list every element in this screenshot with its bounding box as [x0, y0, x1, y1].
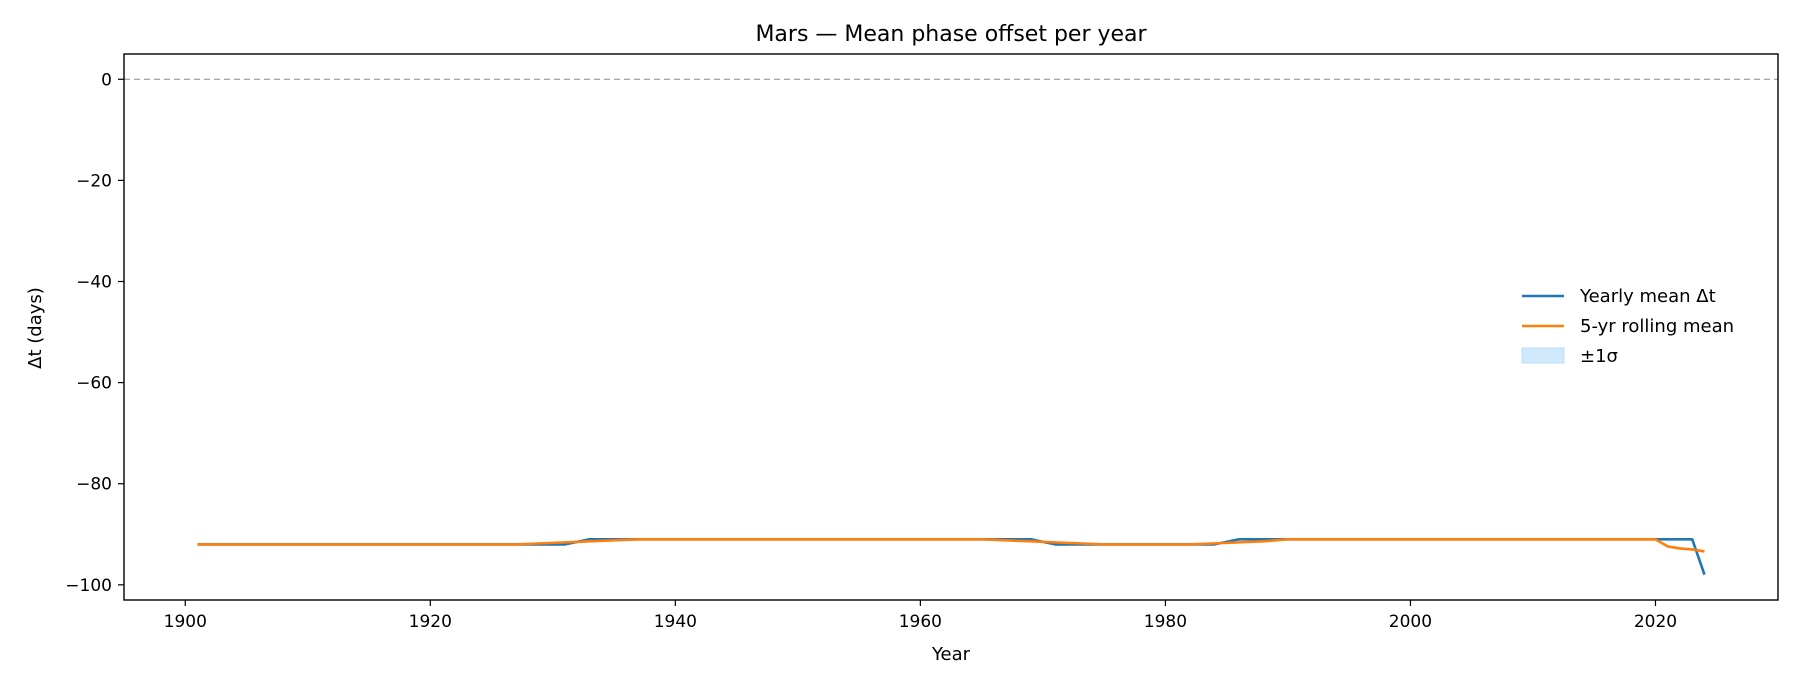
y-tick-label: 0	[101, 70, 112, 90]
x-tick-label: 2020	[1634, 612, 1677, 632]
legend: Yearly mean Δt 5-yr rolling mean ±1σ	[1521, 286, 1734, 367]
x-axis: 1900 1920 1940 1960 1980 2000 2020	[164, 600, 1677, 632]
x-tick-label: 1920	[409, 612, 452, 632]
plot-frame	[123, 53, 1779, 601]
x-tick-label: 1940	[654, 612, 697, 632]
plot-area	[123, 53, 1779, 601]
y-axis-title: Δt (days)	[25, 287, 46, 369]
y-axis: 0 −20 −40 −60 −80 −100	[65, 70, 124, 596]
legend-swatch-sigma-band	[1521, 347, 1565, 364]
y-tick-label: −100	[65, 576, 112, 596]
x-tick-label: 1900	[164, 612, 207, 632]
legend-label-yearly-mean: Yearly mean Δt	[1579, 286, 1716, 307]
legend-label-rolling-mean: 5-yr rolling mean	[1580, 316, 1734, 337]
y-tick-label: −60	[76, 374, 112, 394]
y-tick-label: −80	[76, 475, 112, 495]
y-tick-label: −20	[76, 171, 112, 191]
chart-title: Mars — Mean phase offset per year	[755, 22, 1147, 47]
y-tick-label: −40	[76, 273, 112, 293]
series-line-rolling-mean	[197, 538, 1705, 553]
x-tick-label: 2000	[1389, 612, 1432, 632]
x-axis-title: Year	[931, 644, 971, 665]
legend-label-sigma-band: ±1σ	[1580, 346, 1618, 367]
x-tick-label: 1980	[1144, 612, 1187, 632]
x-tick-label: 1960	[899, 612, 942, 632]
series-layer	[197, 538, 1706, 576]
